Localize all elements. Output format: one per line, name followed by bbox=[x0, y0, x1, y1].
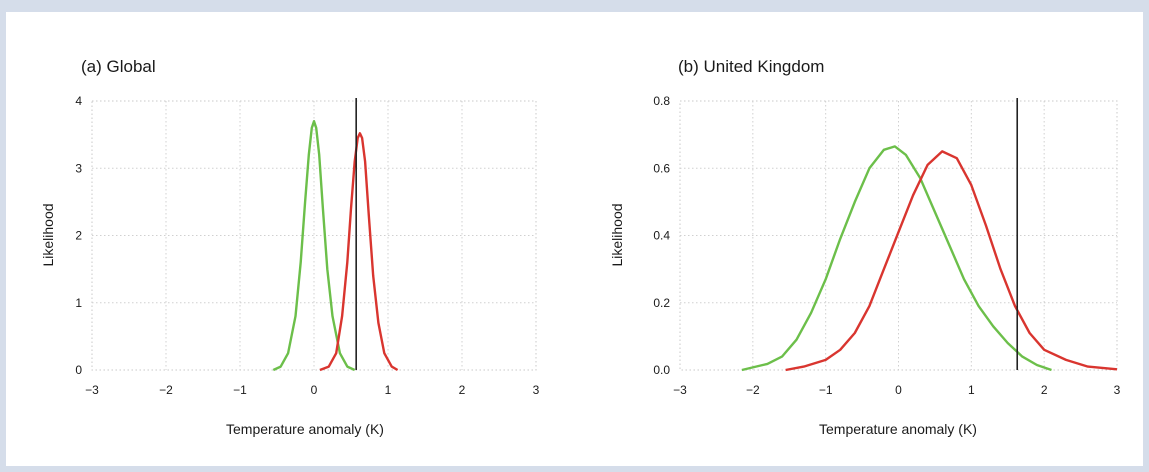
chart-global: (a) Global −3 −2 −1 0 1 2 3 0 1 2 3 4 Temperature a… bbox=[40, 57, 540, 437]
x-tick-label: 2 bbox=[1041, 383, 1048, 397]
x-tick-label: −3 bbox=[673, 383, 687, 397]
x-tick-label: 3 bbox=[1114, 383, 1121, 397]
y-tick-label: 0.8 bbox=[653, 94, 670, 108]
red-distribution-curve bbox=[785, 150, 1118, 372]
x-tick-label: 1 bbox=[385, 383, 392, 397]
x-tick-label: −2 bbox=[159, 383, 173, 397]
x-tick-label: 2 bbox=[459, 383, 466, 397]
figure-panel bbox=[6, 12, 1143, 466]
y-tick-label: 3 bbox=[75, 161, 82, 175]
x-tick-label: 0 bbox=[895, 383, 902, 397]
x-tick-label: −1 bbox=[819, 383, 833, 397]
x-tick-label: 3 bbox=[533, 383, 540, 397]
chart-title-uk: (b) United Kingdom bbox=[678, 57, 824, 76]
y-tick-label: 0 bbox=[75, 363, 82, 377]
grid-uk bbox=[679, 100, 1118, 371]
x-tick-label: −2 bbox=[746, 383, 760, 397]
red-distribution-curve bbox=[319, 132, 399, 372]
y-tick-label: 0.4 bbox=[653, 229, 670, 243]
x-tick-label: −3 bbox=[85, 383, 99, 397]
chart-uk: (b) United Kingdom −3 −2 −1 0 1 2 3 0.0 0.2 0.4 0.… bbox=[609, 57, 1121, 437]
series-uk bbox=[741, 145, 1118, 372]
ticks-uk: −3 −2 −1 0 1 2 3 0.0 0.2 0.4 0.6 0.8 bbox=[653, 94, 1120, 397]
ticks-global: −3 −2 −1 0 1 2 3 0 1 2 3 4 bbox=[75, 94, 539, 397]
y-axis-label-uk: Likelihood bbox=[609, 203, 625, 266]
x-tick-label: 1 bbox=[968, 383, 975, 397]
y-tick-label: 1 bbox=[75, 296, 82, 310]
green-distribution-curve bbox=[272, 120, 356, 372]
x-tick-label: −1 bbox=[233, 383, 247, 397]
x-tick-label: 0 bbox=[311, 383, 318, 397]
x-axis-label-uk: Temperature anomaly (K) bbox=[819, 421, 977, 437]
green-distribution-curve bbox=[741, 145, 1052, 372]
y-tick-label: 0.2 bbox=[653, 296, 670, 310]
y-tick-label: 4 bbox=[75, 94, 82, 108]
series-global bbox=[272, 120, 399, 372]
grid-global bbox=[91, 100, 537, 371]
y-tick-label: 2 bbox=[75, 229, 82, 243]
y-tick-label: 0.6 bbox=[653, 161, 670, 175]
chart-title-global: (a) Global bbox=[81, 57, 156, 76]
y-tick-label: 0.0 bbox=[653, 363, 670, 377]
x-axis-label-global: Temperature anomaly (K) bbox=[226, 421, 384, 437]
y-axis-label-global: Likelihood bbox=[40, 203, 56, 266]
